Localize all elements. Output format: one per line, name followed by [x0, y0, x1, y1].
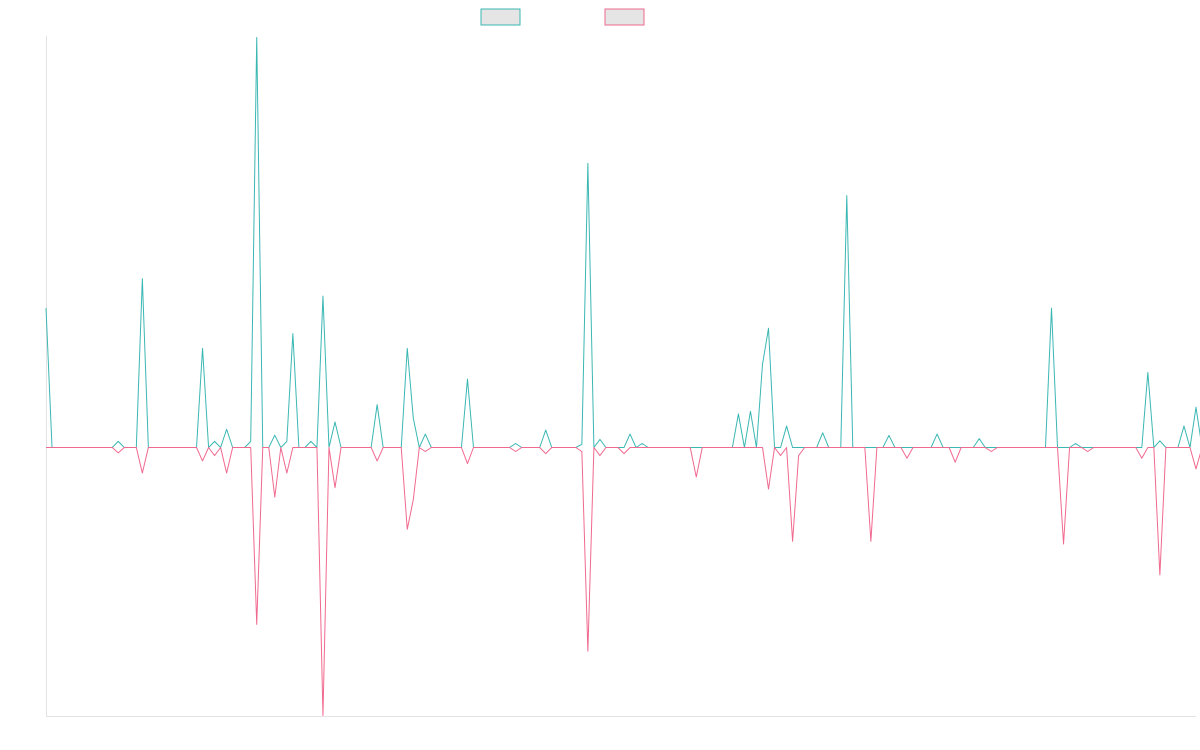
series-1-line	[45, 36, 1200, 448]
plot-area	[45, 36, 1200, 716]
legend	[480, 8, 645, 26]
legend-swatch-series-2[interactable]	[604, 8, 645, 26]
series-2	[46, 447, 1200, 716]
series-2-line	[46, 447, 1200, 716]
series-1	[45, 36, 1200, 448]
legend-swatch-series-1[interactable]	[480, 8, 521, 26]
axes	[46, 36, 1196, 717]
